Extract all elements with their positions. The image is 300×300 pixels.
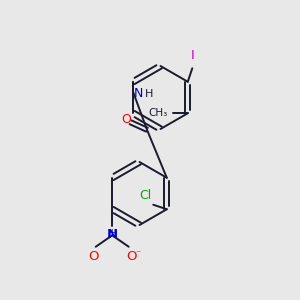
- Text: I: I: [190, 49, 194, 62]
- Text: O: O: [122, 113, 131, 126]
- Text: N: N: [107, 228, 118, 241]
- Text: O: O: [88, 250, 99, 263]
- Text: O: O: [126, 250, 136, 263]
- Text: +: +: [108, 228, 115, 237]
- Text: CH₃: CH₃: [148, 108, 167, 118]
- Text: ⁻: ⁻: [135, 249, 140, 259]
- Text: H: H: [145, 89, 153, 99]
- Text: N: N: [134, 87, 143, 100]
- Text: Cl: Cl: [140, 189, 152, 202]
